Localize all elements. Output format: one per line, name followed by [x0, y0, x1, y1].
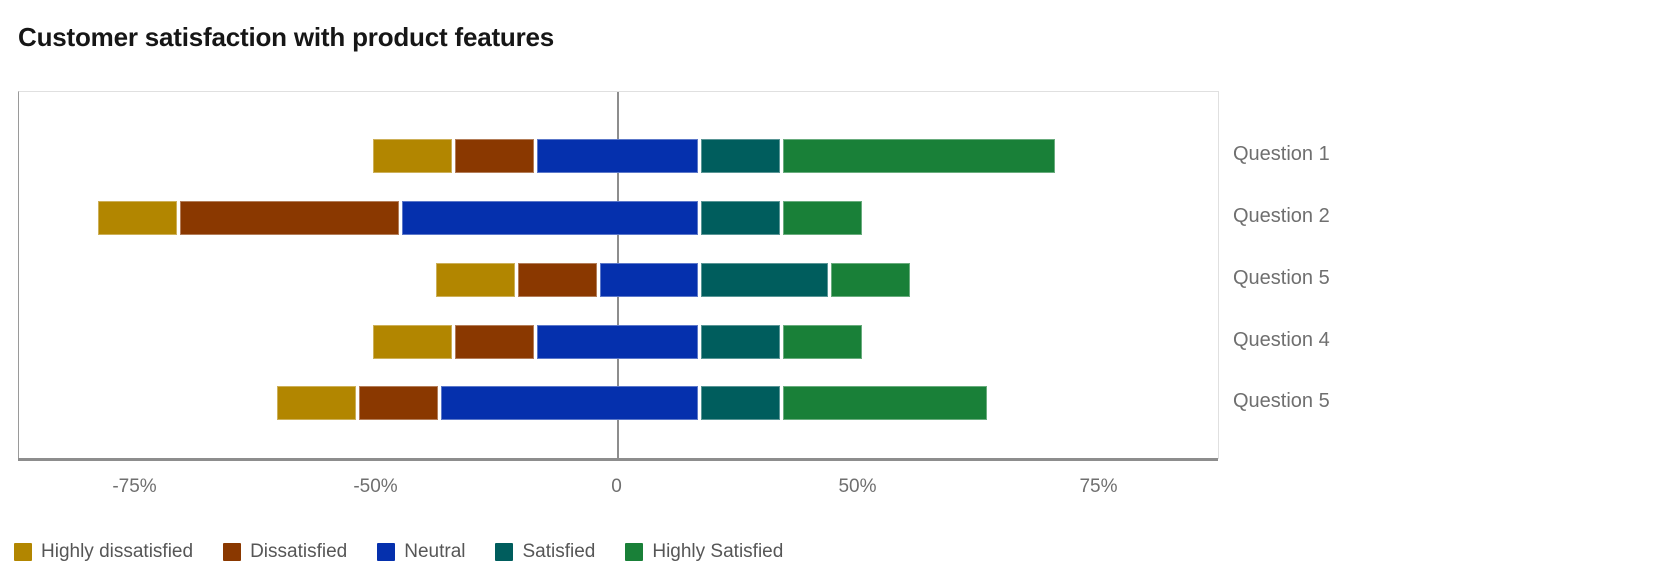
bar-segment-question-1-1-satisfied[interactable]: [700, 139, 780, 173]
category-label-4: Question 4: [1233, 328, 1330, 351]
bar-segment-question-5-5-neutral[interactable]: [440, 386, 698, 420]
x-tick-label--75-: -75%: [112, 476, 157, 497]
bar-segment-question-2-2-dissatisfied[interactable]: [180, 201, 400, 235]
legend-swatch-highly-satisfied: [625, 543, 644, 561]
bar-segment-question-5-5-highly-satisfied[interactable]: [782, 386, 988, 420]
bar-segment-question-5-3-highly-dissatisfied[interactable]: [435, 262, 515, 297]
bar-segment-question-2-2-highly-dissatisfied[interactable]: [98, 201, 178, 235]
legend-label-neutral: Neutral: [404, 541, 466, 562]
bar-segment-question-4-4-highly-dissatisfied[interactable]: [373, 324, 453, 359]
bar-segment-question-4-4-highly-satisfied[interactable]: [782, 324, 862, 359]
bar-segment-question-4-4-satisfied[interactable]: [700, 324, 780, 359]
bar-segment-question-1-1-dissatisfied[interactable]: [455, 139, 535, 173]
bar-segment-question-1-1-highly-satisfied[interactable]: [782, 139, 1055, 173]
x-tick-label-0: 0: [611, 476, 622, 497]
bar-segment-question-2-2-satisfied[interactable]: [700, 201, 780, 235]
legend-item-dissatisfied[interactable]: Dissatisfied: [223, 541, 347, 563]
legend-swatch-dissatisfied: [223, 543, 242, 561]
legend: Highly dissatisfied Dissatisfied Neutral Sa…: [14, 541, 783, 563]
category-label-5: Question 5: [1233, 390, 1330, 412]
legend-swatch-highly-dissatisfied: [14, 543, 32, 561]
legend-item-satisfied[interactable]: Satisfied: [495, 541, 595, 563]
chart-title: Customer satisfaction with product featu…: [18, 22, 555, 52]
x-axis-line: [18, 458, 1218, 461]
legend-swatch-neutral: [377, 543, 396, 561]
bar-segment-question-2-2-neutral[interactable]: [402, 201, 698, 235]
bar-segment-question-4-4-dissatisfied[interactable]: [455, 324, 535, 359]
bar-segment-question-1-1-neutral[interactable]: [537, 139, 698, 173]
category-label-3: Question 5: [1233, 266, 1330, 289]
legend-label-dissatisfied: Dissatisfied: [250, 541, 348, 562]
category-label-1: Question 1: [1233, 143, 1330, 165]
legend-item-highly-satisfied[interactable]: Highly Satisfied: [625, 541, 783, 563]
x-tick-label--50-: -50%: [353, 476, 398, 497]
legend-label-satisfied: Satisfied: [522, 541, 596, 562]
bar-segment-question-5-3-dissatisfied[interactable]: [517, 262, 597, 297]
bar-segment-question-2-2-highly-satisfied[interactable]: [782, 201, 862, 235]
x-tick-label-75-: 75%: [1079, 476, 1118, 497]
legend-item-neutral[interactable]: Neutral: [377, 541, 465, 563]
bar-segment-question-5-5-satisfied[interactable]: [700, 386, 780, 420]
plot-area: [18, 91, 1219, 459]
bar-segment-question-5-5-dissatisfied[interactable]: [358, 386, 438, 420]
category-label-2: Question 2: [1233, 205, 1330, 227]
bar-segment-question-5-3-neutral[interactable]: [599, 262, 698, 297]
bar-segment-question-4-4-neutral[interactable]: [537, 324, 698, 359]
legend-label-highly-satisfied: Highly Satisfied: [652, 541, 784, 562]
x-tick-label-50-: 50%: [838, 476, 877, 497]
bar-segment-question-1-1-highly-dissatisfied[interactable]: [373, 139, 453, 173]
legend-label-highly-dissatisfied: Highly dissatisfied: [41, 541, 194, 562]
legend-item-highly-dissatisfied[interactable]: Highly dissatisfied: [14, 541, 193, 563]
bar-segment-question-5-3-satisfied[interactable]: [700, 262, 829, 297]
bar-segment-question-5-5-highly-dissatisfied[interactable]: [276, 386, 356, 420]
bar-segment-question-5-3-highly-satisfied[interactable]: [831, 262, 911, 297]
legend-swatch-satisfied: [495, 543, 514, 561]
